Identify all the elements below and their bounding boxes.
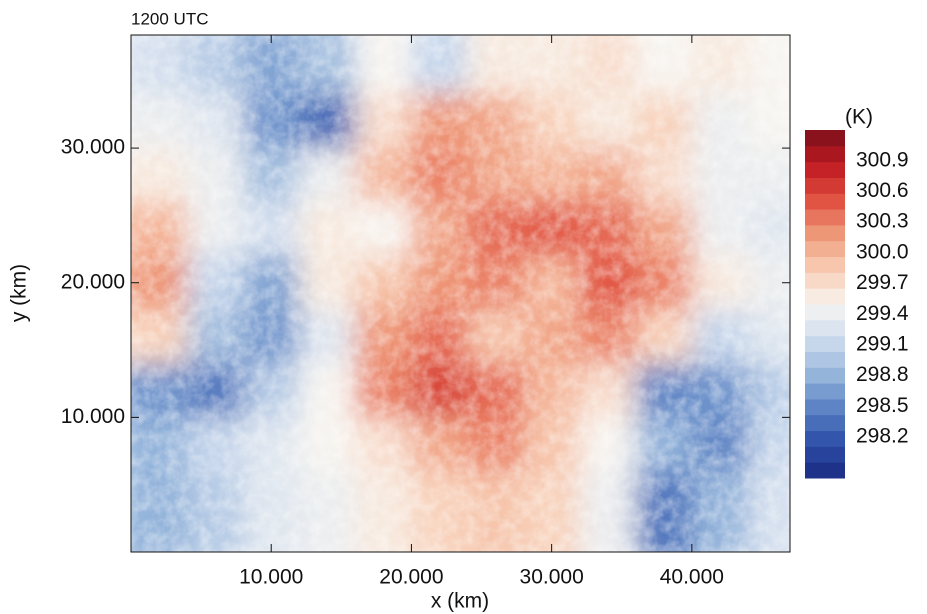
y-tick-label: 10.000	[61, 405, 125, 428]
colorbar-tick-label: 300.3	[856, 210, 909, 233]
colorbar-band	[805, 241, 845, 257]
colorbar-tick-label: 298.2	[856, 425, 909, 448]
colorbar-band	[805, 193, 845, 209]
colorbar-band	[805, 320, 845, 336]
x-tick-label: 20.000	[379, 566, 443, 589]
colorbar-label: (K)	[845, 106, 873, 129]
y-axis-label: y (km)	[8, 264, 31, 322]
colorbar-band	[805, 288, 845, 304]
y-tick-label: 20.000	[61, 270, 125, 293]
colorbar-band	[805, 431, 845, 447]
field	[117, 21, 805, 567]
colorbar-band	[805, 336, 845, 352]
colorbar-band	[805, 209, 845, 225]
colorbar-tick-label: 298.8	[856, 363, 909, 386]
colorbar-band	[805, 225, 845, 241]
x-tick-label: 40.000	[660, 566, 724, 589]
y-tick-label: 30.000	[61, 136, 125, 159]
colorbar-band	[805, 130, 845, 146]
colorbar-tick-label: 299.4	[856, 302, 909, 325]
colorbar-band	[805, 177, 845, 193]
colorbar-tick-label: 298.5	[856, 394, 909, 417]
chart: 1200 UTC x (km) y (km) (K) 10.000 20.000 3…	[0, 0, 927, 614]
colorbar-tick-label: 300.9	[856, 148, 909, 171]
colorbar-band	[805, 162, 845, 178]
colorbar-band	[805, 462, 845, 478]
colorbar-band	[805, 399, 845, 415]
colorbar-band	[805, 415, 845, 431]
texture	[131, 35, 790, 552]
colorbar-band	[805, 446, 845, 462]
colorbar-band	[805, 351, 845, 367]
x-tick-label: 10.000	[239, 566, 303, 589]
colorbar-band	[805, 272, 845, 288]
colorbar-tick-label: 299.7	[856, 271, 909, 294]
colorbar-tick-label: 299.1	[856, 332, 909, 355]
colorbar-band	[805, 257, 845, 273]
x-tick-label: 30.000	[520, 566, 584, 589]
colorbar-tick-label: 300.6	[856, 179, 909, 202]
colorbar-tick-label: 300.0	[856, 240, 909, 263]
colorbar-band	[805, 383, 845, 399]
colorbar-band	[805, 146, 845, 162]
colorbar-band	[805, 367, 845, 383]
chart-title: 1200 UTC	[131, 9, 208, 28]
colorbar-band	[805, 304, 845, 320]
x-axis-label: x (km)	[431, 590, 489, 613]
